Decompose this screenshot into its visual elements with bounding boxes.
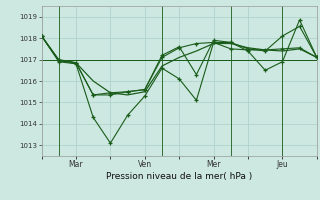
X-axis label: Pression niveau de la mer( hPa ): Pression niveau de la mer( hPa ) <box>106 172 252 181</box>
